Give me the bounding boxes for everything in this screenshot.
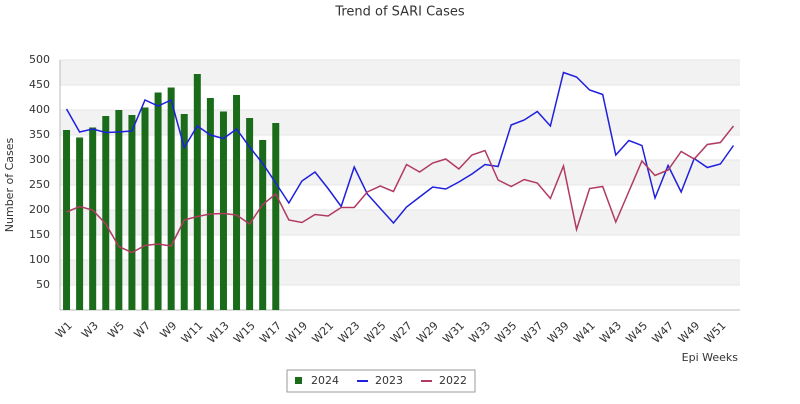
y-tick-label: 300 — [29, 153, 50, 166]
x-tick-label: W31 — [440, 319, 467, 346]
legend-label: 2022 — [439, 374, 467, 387]
x-tick-label: W47 — [650, 319, 677, 346]
bar — [259, 140, 267, 310]
x-tick-label: W5 — [105, 319, 127, 341]
x-tick-label: W17 — [257, 319, 284, 346]
x-tick-label: W23 — [336, 319, 363, 346]
y-tick-label: 50 — [36, 278, 50, 291]
x-tick-label: W9 — [158, 319, 180, 341]
x-tick-label: W3 — [79, 319, 101, 341]
x-tick-label: W33 — [466, 319, 493, 346]
bar — [180, 114, 188, 310]
y-axis-label: Number of Cases — [3, 138, 16, 233]
grid-band — [60, 160, 740, 185]
bar — [76, 137, 84, 310]
line — [66, 125, 735, 254]
x-tick-label: W43 — [597, 319, 624, 346]
bar — [128, 115, 136, 310]
bar — [154, 92, 162, 310]
x-tick-label: W45 — [623, 319, 650, 346]
x-tick-label: W49 — [676, 319, 703, 346]
x-tick-label: W13 — [205, 319, 232, 346]
x-tick-label: W15 — [231, 319, 258, 346]
bar — [233, 95, 241, 310]
grid-band — [60, 260, 740, 285]
bar — [115, 110, 123, 310]
y-tick-label: 400 — [29, 103, 50, 116]
bar — [63, 130, 71, 310]
y-tick-label: 150 — [29, 228, 50, 241]
line — [65, 71, 735, 225]
x-tick-label: W27 — [388, 319, 415, 346]
x-tick-label: W51 — [702, 319, 729, 346]
bar — [89, 127, 97, 310]
y-tick-label: 250 — [29, 178, 50, 191]
grid-band — [60, 210, 740, 235]
chart-title: Trend of SARI Cases — [334, 5, 465, 20]
legend-box — [286, 369, 476, 393]
legend-marker — [295, 377, 302, 384]
x-tick-label: W21 — [310, 319, 337, 346]
x-tick-label: W35 — [493, 319, 520, 346]
y-tick-label: 200 — [29, 203, 50, 216]
x-tick-label: W41 — [571, 319, 598, 346]
x-tick-label: W37 — [519, 319, 546, 346]
x-tick-label: W19 — [283, 319, 310, 346]
x-axis-label: Epi Weeks — [682, 351, 739, 364]
legend-label: 2024 — [311, 374, 339, 387]
x-tick-label: W1 — [53, 319, 75, 341]
bar — [272, 123, 280, 310]
x-tick-label: W29 — [414, 319, 441, 346]
x-tick-label: W11 — [179, 319, 206, 346]
grid-band — [60, 60, 740, 85]
bar — [141, 107, 149, 310]
y-tick-label: 500 — [29, 53, 50, 66]
bar — [193, 74, 201, 310]
bar — [219, 111, 227, 310]
bar — [246, 118, 254, 310]
x-tick-label: W39 — [545, 319, 572, 346]
legend-label: 2023 — [375, 374, 403, 387]
x-tick-label: W25 — [362, 319, 389, 346]
bar — [102, 116, 110, 310]
y-tick-label: 100 — [29, 253, 50, 266]
y-tick-label: 350 — [29, 128, 50, 141]
x-tick-label: W7 — [131, 319, 153, 341]
grid-band — [60, 110, 740, 135]
y-tick-label: 450 — [29, 78, 50, 91]
bar — [206, 98, 214, 310]
bar — [167, 87, 175, 310]
